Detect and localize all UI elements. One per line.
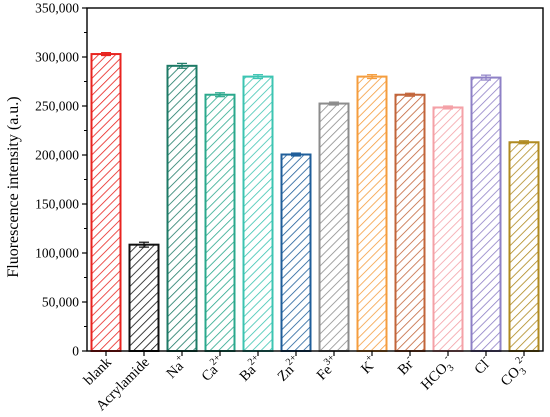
x-category-label-6: Fe3+	[312, 352, 343, 383]
category-subscript: 3	[445, 363, 456, 374]
bar-11	[508, 141, 540, 352]
bar-2	[166, 64, 198, 352]
category-superscript: -	[441, 352, 451, 362]
y-tick-label: 150,000	[35, 197, 79, 212]
y-tick-label: 0	[72, 344, 79, 359]
x-category-label-5: Zn2+	[272, 352, 305, 385]
bar-3	[204, 93, 236, 352]
y-tick-label: 350,000	[35, 1, 79, 16]
bar-0	[90, 53, 122, 353]
x-category-label-3: Ca2+	[196, 352, 229, 385]
x-category-label-9: HCO3-	[416, 352, 459, 395]
bars-layer	[90, 51, 540, 353]
category-superscript: -	[479, 352, 489, 362]
category-superscript: 2-	[513, 352, 527, 366]
category-base: Br	[395, 357, 417, 379]
category-subscript: 3	[518, 366, 529, 377]
bar-7	[356, 75, 388, 352]
bar-9	[432, 106, 464, 352]
category-superscript: -	[403, 352, 413, 362]
x-category-label-2: Na+	[161, 352, 191, 382]
bar-5	[280, 153, 312, 352]
bar-6	[318, 102, 350, 352]
y-tick-label: 200,000	[35, 148, 79, 163]
category-base: Fe	[314, 362, 336, 384]
y-tick-label: 250,000	[35, 99, 79, 114]
bar-4	[242, 75, 274, 352]
y-tick-label: 100,000	[35, 246, 79, 261]
x-category-label-7: K+	[356, 352, 381, 377]
y-tick-label: 300,000	[35, 50, 79, 65]
x-category-label-10: Cl-	[469, 352, 494, 377]
category-base: Ba	[237, 362, 260, 385]
bar-8	[394, 93, 426, 352]
category-base: Cl	[471, 357, 492, 378]
y-tick-label: 50,000	[42, 295, 79, 310]
category-base: Ca	[199, 362, 222, 385]
x-category-label-4: Ba2+	[234, 352, 267, 385]
bar-10	[470, 76, 502, 353]
plot-frame	[86, 7, 544, 352]
y-axis: 0 50,000 100,000 150,000 200,000 250,000 300,0…	[35, 1, 87, 359]
x-category-label-11: CO32-	[496, 352, 535, 391]
x-category-label-0: blank	[81, 354, 116, 389]
bar-1	[128, 243, 160, 352]
category-base: blank	[81, 354, 116, 389]
x-category-label-8: Br-	[393, 352, 419, 378]
y-axis-title: Fluorescence intensity (a.u.)	[5, 96, 22, 277]
